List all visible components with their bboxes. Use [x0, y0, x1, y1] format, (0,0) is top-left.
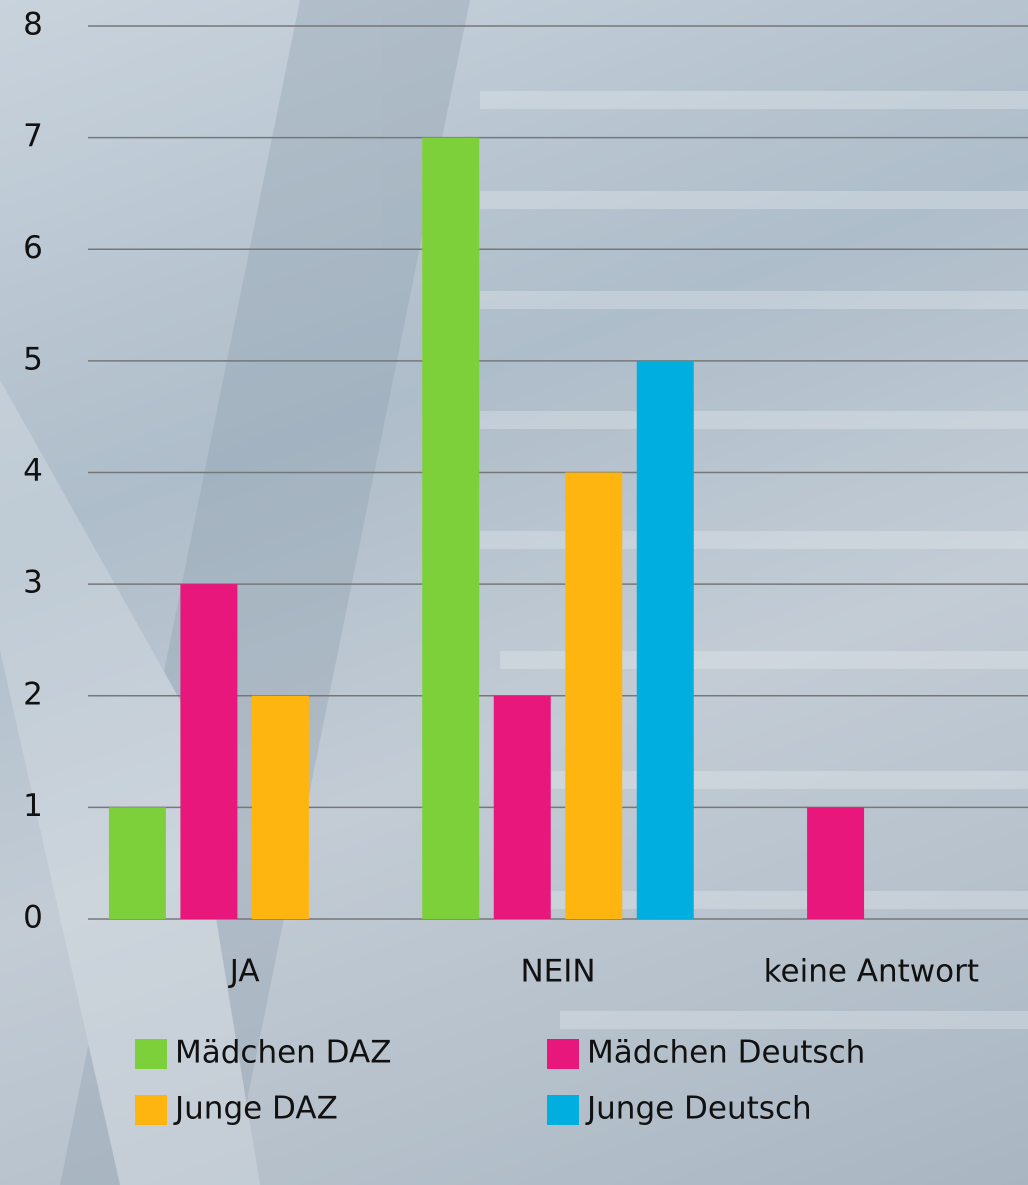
- legend-swatch: [135, 1039, 167, 1069]
- y-tick-label: 2: [23, 676, 43, 712]
- bar: [807, 807, 865, 919]
- x-tick-label: JA: [228, 954, 260, 990]
- legend-label: Junge Deutsch: [585, 1091, 812, 1127]
- bar: [251, 695, 309, 919]
- legend-swatch: [547, 1095, 579, 1125]
- bar: [422, 137, 480, 919]
- legend-label: Mädchen DAZ: [175, 1035, 391, 1071]
- legend-label: Junge DAZ: [173, 1091, 338, 1127]
- legend-swatch: [135, 1095, 167, 1125]
- y-tick-label: 7: [23, 118, 43, 154]
- y-tick-label: 6: [23, 230, 43, 266]
- bar: [636, 360, 694, 919]
- y-tick-label: 3: [23, 565, 43, 601]
- x-tick-label: NEIN: [520, 954, 595, 990]
- legend-label: Mädchen Deutsch: [587, 1035, 865, 1071]
- bar: [108, 807, 166, 919]
- y-tick-label: 4: [23, 453, 43, 489]
- legend-swatch: [547, 1039, 579, 1069]
- y-tick-label: 8: [23, 7, 43, 43]
- bar: [180, 584, 238, 919]
- y-tick-label: 0: [23, 900, 43, 936]
- y-tick-label: 1: [23, 788, 43, 824]
- bar: [565, 472, 623, 919]
- y-tick-label: 5: [23, 341, 43, 377]
- bar: [493, 695, 551, 919]
- x-tick-label: keine Antwort: [764, 954, 979, 990]
